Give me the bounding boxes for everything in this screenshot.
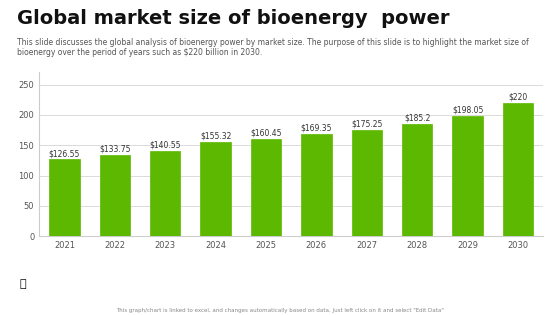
Text: $198.05: $198.05 [452, 106, 483, 115]
Text: 220: 220 [260, 293, 279, 302]
Bar [49, 159, 80, 236]
Bar [503, 103, 533, 236]
Bar [251, 139, 281, 236]
Text: 👍: 👍 [20, 279, 26, 289]
Text: $160.45: $160.45 [250, 129, 282, 138]
Bar [200, 142, 231, 236]
Circle shape [0, 264, 53, 303]
Text: $175.25: $175.25 [351, 120, 382, 129]
Text: $140.55: $140.55 [150, 141, 181, 150]
Bar [352, 130, 382, 236]
Text: This graph/chart is linked to excel, and changes automatically based on data. Ju: This graph/chart is linked to excel, and… [116, 308, 444, 313]
Bar [301, 134, 332, 236]
Text: Add text here: Add text here [406, 282, 468, 291]
Text: world will be $: world will be $ [213, 293, 279, 302]
Text: $126.55: $126.55 [49, 149, 80, 158]
Text: Key takeaways: Key takeaways [57, 279, 133, 288]
Bar [452, 116, 483, 236]
Text: the market size of bioenergy in: the market size of bioenergy in [238, 272, 382, 280]
Text: In: In [213, 272, 224, 280]
Bar [100, 155, 130, 236]
Text: $169.35: $169.35 [301, 123, 332, 132]
Text: $133.75: $133.75 [99, 145, 130, 154]
Text: $155.32: $155.32 [200, 132, 231, 141]
Bar [402, 124, 432, 236]
Text: $185.2: $185.2 [404, 114, 431, 123]
Text: Global market size of bioenergy  power: Global market size of bioenergy power [17, 9, 449, 28]
Text: This slide discusses the global analysis of bioenergy power by market size. The : This slide discusses the global analysis… [17, 38, 529, 57]
Text: $220: $220 [508, 93, 528, 101]
Bar [150, 151, 180, 236]
Text: 2030: 2030 [221, 272, 246, 280]
